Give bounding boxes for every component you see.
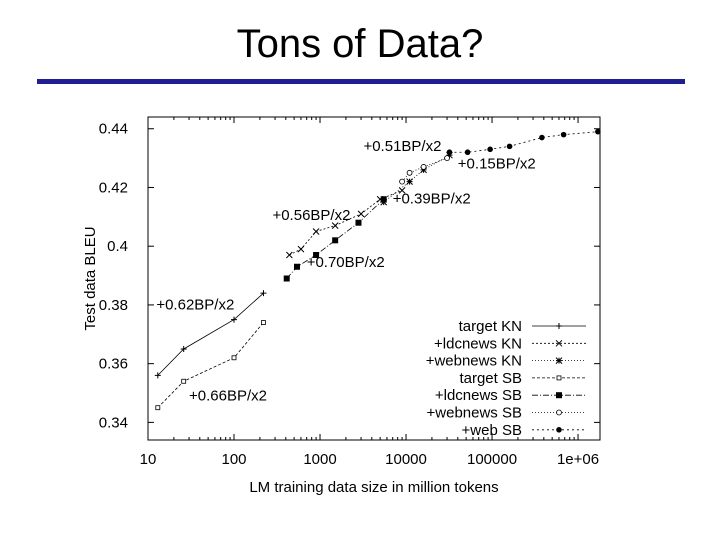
data-point [444, 155, 450, 162]
legend-label: +web SB [462, 422, 522, 439]
legend-label: +webnews KN [426, 353, 522, 370]
y-tick-label: 0.34 [99, 414, 128, 431]
annotation-label: +0.51BP/x2 [363, 138, 441, 155]
x-tick-label: 10000 [385, 451, 427, 468]
series-5 [399, 155, 450, 185]
data-point [398, 187, 406, 194]
y-tick-label: 0.36 [99, 356, 128, 373]
legend-label: target SB [459, 370, 522, 387]
y-tick-label: 0.42 [99, 179, 128, 196]
data-point [332, 237, 339, 244]
y-axis-label: Test data BLEU [82, 226, 99, 330]
legend-marker [555, 339, 563, 347]
data-point [406, 169, 413, 176]
annotation-label: +0.62BP/x2 [156, 296, 234, 313]
legend-marker [555, 357, 563, 364]
data-point [446, 149, 453, 156]
legend-label: +webnews SB [427, 405, 522, 422]
data-point [595, 128, 601, 135]
x-tick-label: 1000 [303, 451, 336, 468]
data-point [487, 146, 493, 153]
data-point [297, 245, 305, 253]
annotation-label: +0.70BP/x2 [307, 254, 385, 271]
data-point [331, 222, 339, 229]
annotation-label: +0.56BP/x2 [272, 207, 350, 224]
x-tick-label: 100000 [467, 451, 517, 468]
legend-marker [556, 375, 562, 381]
data-point [355, 219, 362, 226]
data-point [464, 149, 471, 156]
data-point [260, 290, 267, 297]
data-point [180, 345, 187, 352]
data-point [155, 405, 161, 411]
series-line [449, 131, 598, 153]
data-point [283, 275, 290, 282]
data-point [313, 252, 320, 259]
y-tick-label: 0.44 [99, 121, 128, 138]
data-point [539, 134, 545, 141]
x-axis-label: LM training data size in million tokens [249, 479, 498, 496]
data-point [406, 178, 413, 185]
series-6 [446, 128, 601, 156]
annotation-label: +0.15BP/x2 [458, 155, 536, 172]
annotation-label: +0.39BP/x2 [393, 191, 471, 208]
data-point [154, 372, 161, 379]
x-tick-label: 100 [221, 451, 246, 468]
data-point [380, 196, 387, 203]
series-3 [155, 320, 266, 411]
x-tick-label: 1e+06 [557, 451, 599, 468]
legend-marker [556, 392, 562, 399]
x-tick-label: 10 [140, 451, 157, 468]
data-point [231, 316, 238, 323]
data-point [181, 378, 187, 384]
data-point [560, 131, 567, 138]
data-point [420, 164, 427, 170]
data-point [506, 143, 513, 150]
legend-label: +ldcnews SB [435, 387, 522, 404]
plot-frame [147, 116, 601, 441]
data-series [154, 128, 601, 411]
data-point [261, 320, 266, 325]
legend-marker [556, 323, 562, 329]
legend-marker [556, 409, 562, 416]
data-point [294, 263, 301, 270]
series-0 [154, 290, 267, 379]
legend-label: +ldcnews KN [434, 335, 522, 352]
legend-label: target KN [459, 318, 522, 335]
data-point [285, 251, 293, 259]
legend-marker [556, 427, 562, 433]
data-point [446, 151, 453, 159]
annotation-label: +0.66BP/x2 [189, 387, 267, 404]
slide-title: Tons of Data? [236, 22, 484, 66]
series-1 [285, 187, 406, 259]
series-line [157, 292, 264, 376]
y-tick-label: 0.4 [107, 238, 128, 255]
series-line [401, 157, 448, 182]
annotations: +0.51BP/x2 +0.15BP/x2 +0.39BP/x2 +0.56BP/x2… [156, 138, 535, 405]
axis-ticks: 10 100 1000 10000 100000 1e+06 0.34 0.36 0.38 0.4… [99, 117, 600, 468]
data-point [357, 210, 365, 218]
data-point [231, 355, 237, 361]
data-point [312, 228, 320, 235]
data-point [420, 166, 427, 174]
data-point [399, 178, 405, 185]
series-line [157, 322, 264, 408]
title-underline [37, 79, 685, 84]
y-tick-label: 0.38 [99, 297, 128, 314]
series-line [383, 154, 450, 203]
series-4 [283, 196, 387, 282]
